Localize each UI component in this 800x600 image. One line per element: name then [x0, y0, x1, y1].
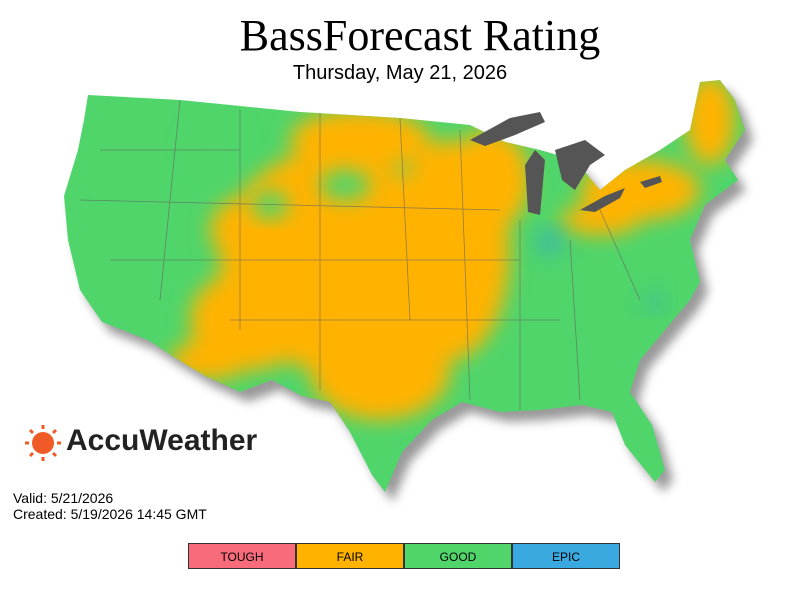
legend-item: EPIC	[512, 543, 620, 569]
subtitle: Thursday, May 21, 2026	[292, 62, 508, 84]
legend: TOUGH FAIR GOOD EPIC	[188, 543, 620, 569]
legend-item: GOOD	[404, 543, 512, 569]
title: BassForecast Rating	[239, 11, 601, 60]
created-date: Created: 5/19/2026 14:45 GMT	[13, 506, 207, 522]
info: Valid: 5/21/2026 Created: 5/19/2026 14:4…	[13, 490, 207, 522]
brand-name: AccuWeather	[66, 424, 258, 457]
legend-item: FAIR	[296, 543, 404, 569]
valid-date: Valid: 5/21/2026	[13, 490, 114, 506]
great-lakes	[470, 112, 662, 215]
legend-item: TOUGH	[188, 543, 296, 569]
accuweather-logo	[25, 425, 61, 461]
